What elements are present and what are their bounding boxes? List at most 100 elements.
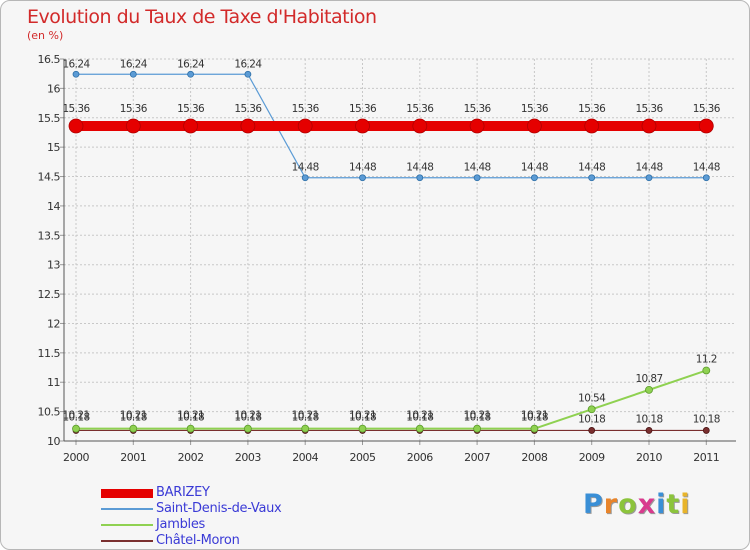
x-tick-label: 2001 bbox=[120, 451, 146, 464]
data-label-jambles: 10.21 bbox=[234, 410, 261, 422]
data-point-barizey bbox=[355, 118, 370, 134]
data-point-chatel-moron bbox=[702, 427, 710, 434]
legend-swatch-chatel-moron bbox=[101, 540, 153, 542]
data-label-chatel-moron: 10.18 bbox=[234, 411, 261, 423]
x-tick-label: 2005 bbox=[350, 451, 376, 464]
data-label-barizey: 15.36 bbox=[464, 103, 492, 115]
data-point-saint-denis-de-vaux bbox=[473, 174, 481, 182]
series-line-saint-denis-de-vaux bbox=[76, 73, 707, 179]
logo-letter: i bbox=[656, 489, 667, 520]
data-label-chatel-moron: 10.18 bbox=[177, 411, 204, 423]
data-label-saint-denis-de-vaux: 16.24 bbox=[177, 58, 205, 70]
x-tick-label: 2007 bbox=[464, 451, 490, 464]
data-point-saint-denis-de-vaux bbox=[416, 174, 424, 182]
data-label-jambles: 10.21 bbox=[521, 410, 548, 422]
y-tick-label: 15 bbox=[47, 141, 60, 154]
data-label-saint-denis-de-vaux: 14.48 bbox=[349, 162, 376, 174]
data-label-jambles: 10.21 bbox=[292, 410, 319, 422]
data-label-saint-denis-de-vaux: 14.48 bbox=[464, 162, 491, 174]
y-tick-label: 11.5 bbox=[38, 347, 61, 360]
data-point-saint-denis-de-vaux bbox=[187, 70, 195, 78]
data-point-barizey bbox=[584, 118, 600, 134]
y-tick-label: 15.5 bbox=[38, 112, 61, 125]
data-point-barizey bbox=[469, 118, 485, 134]
data-point-saint-denis-de-vaux bbox=[645, 174, 653, 182]
x-tick-label: 2000 bbox=[63, 451, 89, 464]
legend-label-barizey: BARIZEY bbox=[156, 485, 210, 500]
logo-letter: i bbox=[680, 489, 691, 520]
data-label-chatel-moron: 10.18 bbox=[62, 411, 89, 423]
data-label-chatel-moron: 10.18 bbox=[693, 413, 720, 425]
x-tick-label: 2008 bbox=[521, 451, 547, 464]
y-tick-label: 16 bbox=[47, 82, 60, 95]
data-label-saint-denis-de-vaux: 14.48 bbox=[521, 162, 548, 174]
data-label-chatel-moron: 10.18 bbox=[292, 411, 319, 423]
data-point-saint-denis-de-vaux bbox=[72, 70, 80, 78]
x-tick-label: 2002 bbox=[178, 451, 204, 464]
data-point-jambles bbox=[72, 424, 80, 433]
data-point-barizey bbox=[183, 118, 199, 134]
data-label-jambles: 10.21 bbox=[464, 410, 491, 422]
x-tick-label: 2006 bbox=[407, 451, 433, 464]
data-label-jambles: 11.2 bbox=[696, 353, 717, 365]
legend-label-jambles: Jambles bbox=[156, 517, 205, 532]
logo-letter: o bbox=[618, 489, 638, 520]
legend-item-saint-denis-de-vaux: Saint-Denis-de-Vaux bbox=[101, 501, 361, 517]
data-point-saint-denis-de-vaux bbox=[301, 174, 309, 182]
chart-title: Evolution du Taux de Taxe d'Habitation bbox=[27, 6, 377, 28]
data-point-jambles bbox=[587, 405, 596, 414]
data-point-jambles bbox=[473, 424, 482, 433]
data-point-chatel-moron bbox=[588, 427, 596, 434]
data-label-saint-denis-de-vaux: 14.48 bbox=[292, 162, 319, 174]
data-label-saint-denis-de-vaux: 14.48 bbox=[578, 162, 605, 174]
data-point-jambles bbox=[243, 424, 252, 433]
data-label-jambles: 10.87 bbox=[635, 373, 662, 385]
data-point-jambles bbox=[530, 424, 539, 433]
x-tick-label: 2011 bbox=[693, 451, 719, 464]
data-point-jambles bbox=[186, 424, 195, 433]
series-line-jambles bbox=[76, 369, 707, 430]
legend-item-jambles: Jambles bbox=[101, 517, 361, 533]
data-point-jambles bbox=[702, 366, 711, 375]
data-point-jambles bbox=[415, 424, 424, 433]
y-tick-label: 12.5 bbox=[38, 288, 61, 301]
data-label-barizey: 15.36 bbox=[578, 103, 606, 115]
data-point-saint-denis-de-vaux bbox=[359, 174, 366, 182]
y-tick-label: 10 bbox=[47, 435, 60, 448]
data-point-jambles bbox=[358, 424, 367, 433]
data-label-barizey: 15.36 bbox=[635, 103, 663, 115]
data-label-saint-denis-de-vaux: 14.48 bbox=[693, 162, 720, 174]
data-label-barizey: 15.36 bbox=[349, 103, 377, 115]
y-tick-label: 13.5 bbox=[38, 229, 61, 242]
data-label-saint-denis-de-vaux: 16.24 bbox=[234, 58, 262, 70]
data-label-saint-denis-de-vaux: 16.24 bbox=[62, 58, 90, 70]
y-tick-label: 16.5 bbox=[38, 53, 61, 66]
x-tick-label: 2010 bbox=[636, 451, 662, 464]
legend-item-barizey: BARIZEY bbox=[101, 485, 361, 501]
data-label-saint-denis-de-vaux: 14.48 bbox=[635, 162, 662, 174]
x-tick-label: 2009 bbox=[579, 451, 605, 464]
data-point-barizey bbox=[412, 118, 428, 134]
data-label-barizey: 15.36 bbox=[234, 103, 262, 115]
legend-item-chatel-moron: Châtel-Moron bbox=[101, 533, 361, 549]
data-point-barizey bbox=[125, 118, 141, 134]
y-tick-label: 12 bbox=[47, 317, 60, 330]
data-label-barizey: 15.36 bbox=[292, 103, 320, 115]
data-point-barizey bbox=[527, 118, 542, 134]
x-tick-label: 2003 bbox=[235, 451, 261, 464]
legend-label-chatel-moron: Châtel-Moron bbox=[156, 533, 240, 548]
legend-swatch-jambles bbox=[101, 524, 153, 526]
data-label-barizey: 15.36 bbox=[693, 103, 721, 115]
data-label-chatel-moron: 10.18 bbox=[349, 411, 376, 423]
data-point-jambles bbox=[129, 424, 138, 433]
y-tick-label: 14 bbox=[47, 200, 60, 213]
data-point-saint-denis-de-vaux bbox=[129, 70, 137, 78]
data-label-jambles: 10.21 bbox=[120, 410, 147, 422]
data-label-saint-denis-de-vaux: 16.24 bbox=[120, 58, 148, 70]
x-tick-label: 2004 bbox=[292, 451, 318, 464]
data-label-chatel-moron: 10.18 bbox=[406, 411, 433, 423]
data-point-barizey bbox=[698, 118, 714, 134]
data-label-barizey: 15.36 bbox=[120, 103, 148, 115]
legend-swatch-barizey bbox=[101, 489, 153, 498]
data-point-saint-denis-de-vaux bbox=[244, 70, 252, 78]
